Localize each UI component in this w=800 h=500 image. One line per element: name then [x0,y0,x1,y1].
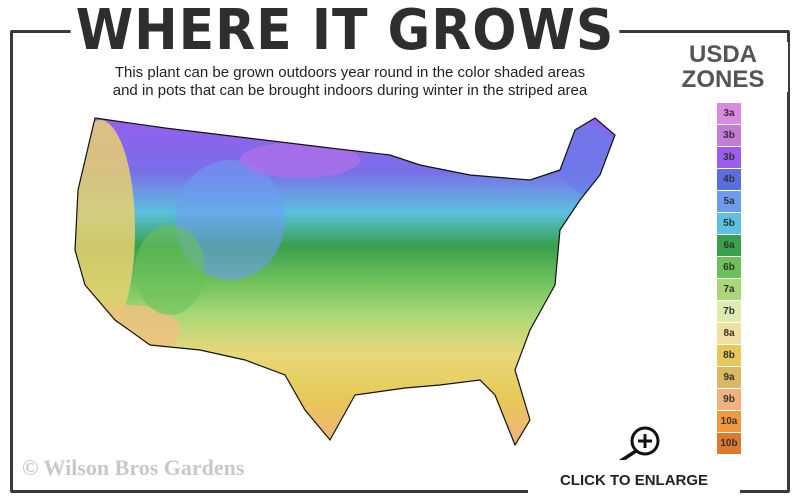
legend-zone-9a: 9a [717,367,741,388]
legend-zone-9b: 9b [717,389,741,410]
legend-zone-3b: 3b [717,147,741,168]
zone-legend: 3a 3b 3b 4b 5a 5b 6a 6b 7a 7b 8a 8b 9a 9b 10a 10b [717,103,741,455]
click-to-enlarge-button[interactable]: CLICK TO ENLARGE [528,460,740,500]
subtitle-line-2: and in pots that can be brought indoors … [112,82,588,99]
magnifier-plus-icon[interactable] [610,424,666,468]
legend-zone-7a: 7a [717,279,741,300]
legend-zone-3b: 3b [717,125,741,146]
legend-zone-7b: 7b [717,301,741,322]
zone-shading [75,118,615,445]
legend-zone-10b: 10b [717,433,741,454]
legend-zone-5b: 5b [717,213,741,234]
subtitle-line-1: This plant can be grown outdoors year ro… [114,64,586,81]
subtitle: This plant can be grown outdoors year ro… [50,64,650,100]
legend-zone-6a: 6a [717,235,741,256]
legend-title: USDA ZONES [658,42,788,92]
legend-zone-8b: 8b [717,345,741,366]
usda-zone-map[interactable] [60,100,630,460]
page-title: WHERE IT GROWS [70,2,620,60]
copyright-watermark: © Wilson Bros Gardens [22,455,245,480]
legend-title-usda: USDA [688,41,757,68]
legend-zone-5a: 5a [717,191,741,212]
legend-zone-3a: 3a [717,103,741,124]
legend-zone-4b: 4b [717,169,741,190]
legend-zone-10a: 10a [717,411,741,432]
legend-zone-6b: 6b [717,257,741,278]
legend-title-zones: ZONES [681,66,765,93]
legend-zone-8a: 8a [717,323,741,344]
